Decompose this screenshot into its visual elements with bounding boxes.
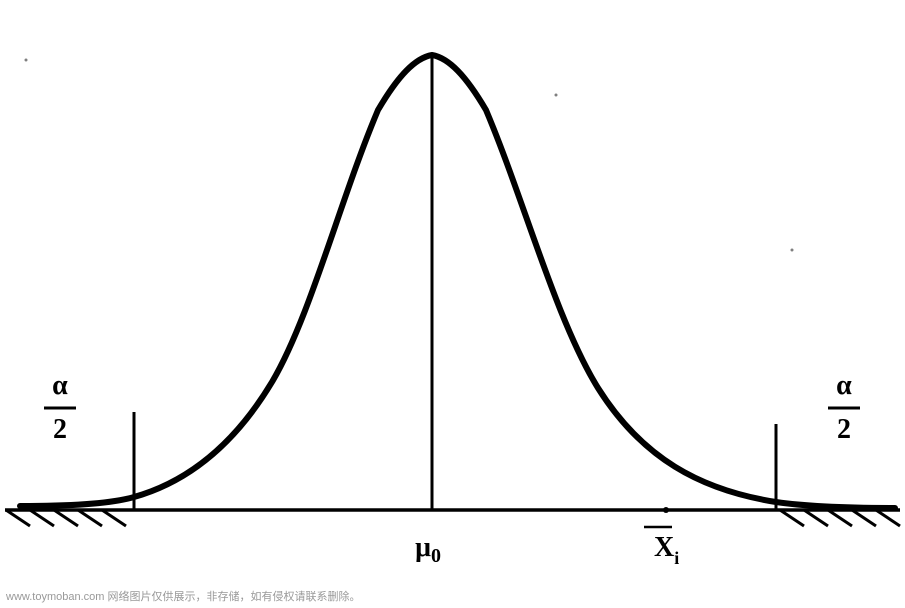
right-tail-hatch — [780, 510, 900, 526]
xbar-axis-dot — [663, 507, 669, 513]
left-alpha-denominator: 2 — [53, 414, 67, 445]
left-alpha-numerator: α — [52, 370, 68, 401]
mu0-label: μ0 — [415, 532, 441, 567]
scan-dot — [25, 59, 28, 62]
bell-curve-diagram: α 2 α 2 μ0 Xi — [0, 0, 905, 608]
scan-dot — [791, 249, 794, 252]
left-tail-hatch — [6, 510, 126, 526]
xbar-label: Xi — [644, 527, 679, 568]
bell-curve — [20, 55, 895, 508]
right-alpha-denominator: 2 — [837, 414, 851, 445]
svg-text:Xi: Xi — [654, 532, 679, 568]
footer-attribution: www.toymoban.com 网络图片仅供展示，非存储，如有侵权请联系删除。 — [6, 588, 360, 604]
right-alpha-numerator: α — [836, 370, 852, 401]
scan-dot — [555, 94, 558, 97]
